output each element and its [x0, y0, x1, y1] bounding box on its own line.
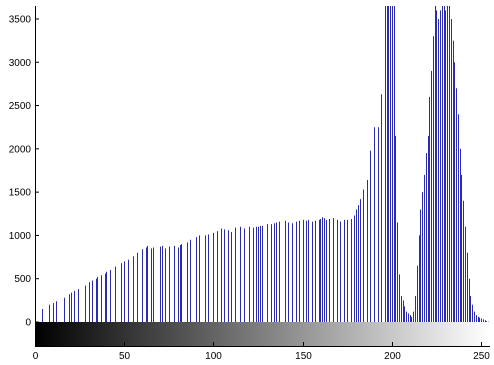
axes: 0 500 1000 1500 2000 2500 3000 3500 0 50 100 150 200… — [9, 6, 490, 362]
y-tick-label: 0 — [25, 318, 31, 329]
y-tick-label: 2500 — [9, 101, 32, 112]
histogram-bars — [42, 6, 489, 322]
x-tick-label: 200 — [384, 351, 401, 362]
x-tick-label: 150 — [295, 351, 312, 362]
y-tick-label: 1500 — [9, 188, 32, 199]
y-tick-label: 3000 — [9, 58, 32, 69]
colorbar-strip — [35, 322, 490, 346]
grayscale-colorbar — [35, 322, 490, 346]
x-tick-label: 50 — [119, 351, 131, 362]
y-tick-label: 3500 — [9, 14, 32, 25]
y-tick-label: 500 — [14, 274, 31, 285]
y-tick-label: 1000 — [9, 231, 32, 242]
x-tick-label: 0 — [33, 351, 39, 362]
x-tick-label: 100 — [205, 351, 222, 362]
x-tick-label: 250 — [473, 351, 490, 362]
y-tick-label: 2000 — [9, 144, 32, 155]
